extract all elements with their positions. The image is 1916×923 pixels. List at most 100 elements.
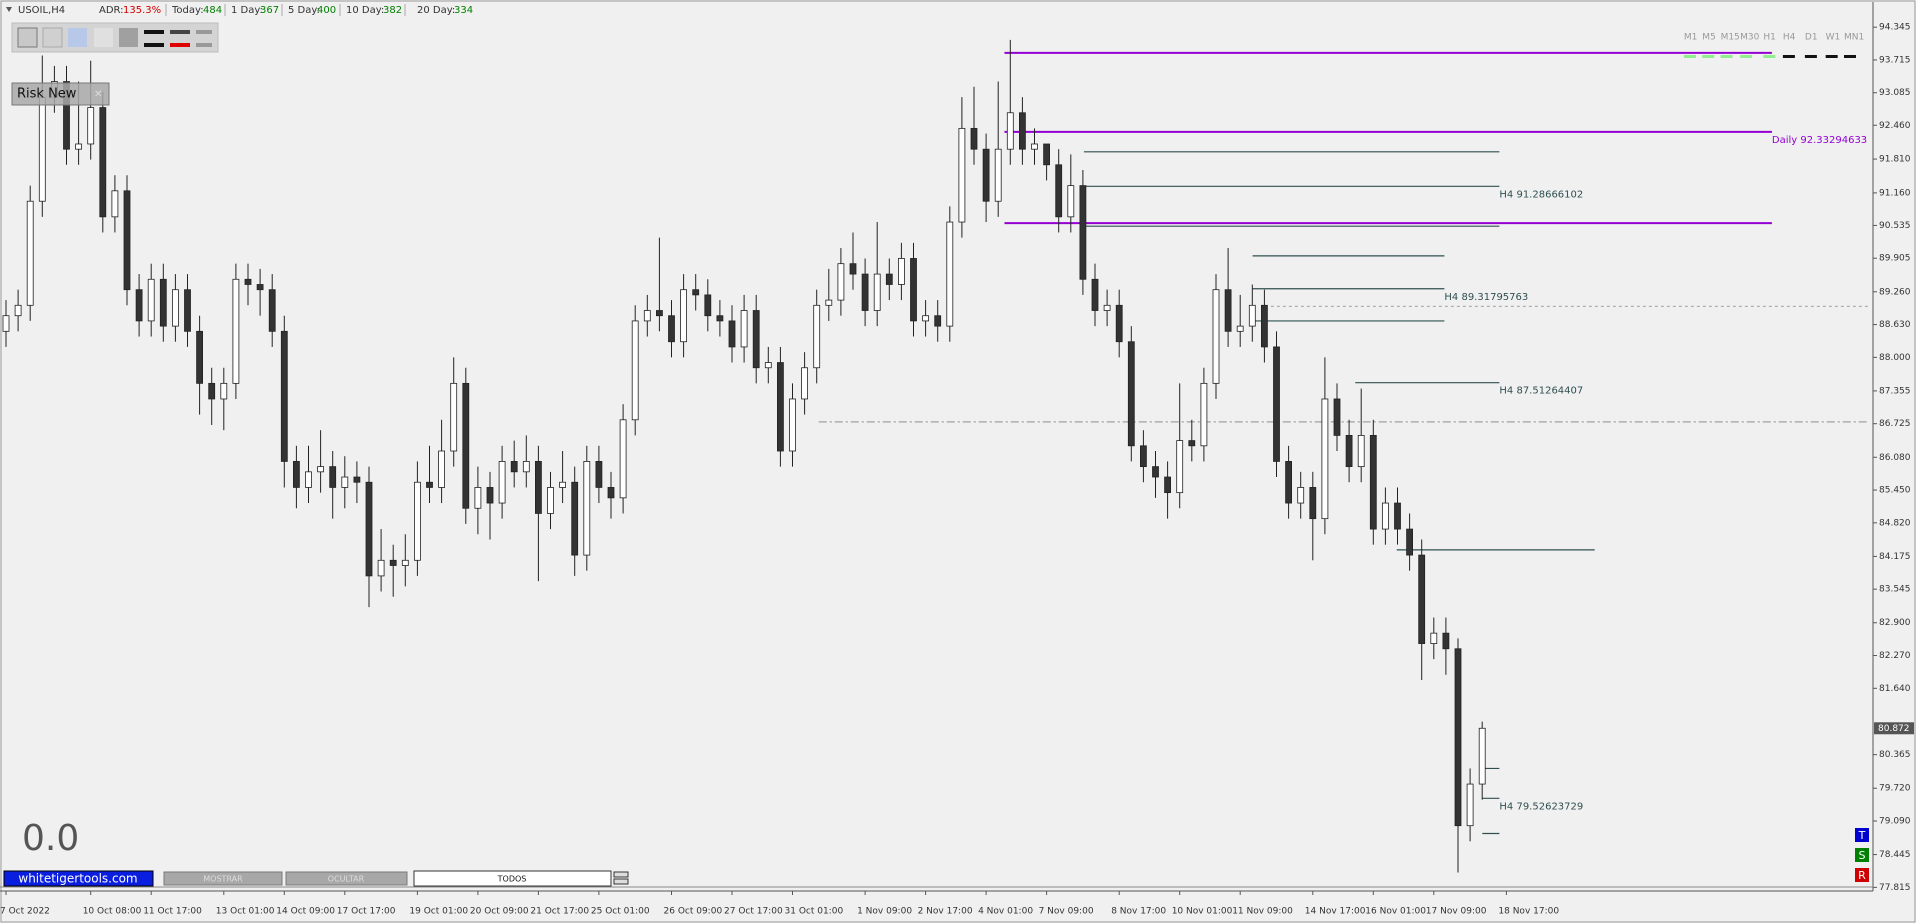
swatch[interactable]	[17, 27, 38, 48]
y-tick-label: 79.090	[1879, 817, 1911, 827]
day10-label: 10 Day:	[346, 5, 384, 16]
swatch[interactable]	[68, 28, 87, 47]
timeframe-indicator	[1763, 55, 1776, 58]
candle-body	[1357, 435, 1365, 468]
candle-body	[668, 315, 675, 343]
risk-panel[interactable]	[11, 82, 110, 106]
timeframe-button[interactable]: M15	[1721, 33, 1740, 43]
timeframe-indicator	[1740, 55, 1753, 58]
side-button[interactable]	[1855, 828, 1869, 842]
line-style[interactable]	[196, 30, 212, 34]
y-tick-label: 84.820	[1879, 518, 1911, 528]
candle-body	[1127, 341, 1135, 447]
y-tick-label: 89.905	[1879, 254, 1911, 264]
swatch[interactable]	[94, 28, 113, 47]
day1-value: 367	[260, 5, 279, 16]
candle-body	[1406, 528, 1413, 556]
candle-body	[728, 320, 736, 348]
button[interactable]	[285, 871, 408, 886]
candle-body	[401, 559, 409, 566]
candle-body	[547, 487, 554, 514]
y-tick-label: 82.900	[1879, 618, 1911, 628]
timeframe-button[interactable]: M30	[1740, 33, 1759, 43]
swatch[interactable]	[119, 28, 138, 47]
y-tick-label: 85.450	[1879, 486, 1911, 496]
day5-label: 5 Day:	[288, 5, 320, 16]
candle-body	[292, 461, 300, 488]
x-tick-label: 14 Nov 17:00	[1305, 907, 1366, 917]
line-style[interactable]	[196, 43, 212, 47]
candle-body	[305, 471, 312, 488]
timeframe-button[interactable]: MN1	[1844, 33, 1864, 43]
button-label: MOSTRAR	[203, 875, 243, 884]
candle-body	[196, 330, 204, 384]
risk-panel-close[interactable]: ✕	[94, 89, 102, 100]
timeframe-button[interactable]: M1	[1684, 33, 1698, 43]
line-style[interactable]	[144, 30, 164, 34]
side-button[interactable]	[1855, 848, 1869, 862]
symbol: USOIL,H4	[18, 5, 65, 16]
candle-body	[982, 148, 990, 202]
timeframe-indicator	[1702, 55, 1715, 58]
adr-label: ADR:	[99, 5, 124, 16]
candle-body	[559, 481, 566, 488]
button[interactable]	[3, 870, 154, 887]
scroll-button[interactable]	[613, 878, 629, 885]
counter: 0.0	[22, 818, 79, 859]
line-style[interactable]	[170, 43, 190, 47]
candle-body	[450, 382, 458, 452]
timeframe-button[interactable]: D1	[1805, 33, 1818, 43]
x-tick-label: 19 Oct 01:00	[409, 907, 468, 917]
candle-body	[958, 127, 966, 223]
candle-body	[280, 330, 288, 462]
candle-body	[1478, 727, 1486, 785]
timeframe-button[interactable]: H1	[1763, 33, 1776, 43]
line-style[interactable]	[144, 43, 164, 47]
line-style[interactable]	[170, 30, 190, 34]
candle-body	[837, 263, 845, 301]
side-button[interactable]	[1855, 868, 1869, 882]
x-tick-label: 17 Oct 17:00	[337, 907, 396, 917]
candle-body	[99, 107, 107, 218]
candle-body	[462, 382, 470, 509]
timeframe-button[interactable]: W1	[1826, 33, 1841, 43]
candle-body	[583, 461, 591, 556]
adr-value: 135.3%	[123, 5, 161, 16]
candle-body	[341, 476, 349, 488]
candle-body	[87, 107, 95, 145]
today-label: Today:	[171, 5, 204, 16]
button[interactable]	[413, 870, 612, 887]
candle-body	[365, 481, 373, 577]
candle-body	[220, 382, 228, 400]
candle-body	[1345, 435, 1353, 468]
x-tick-label: 11 Nov 09:00	[1232, 907, 1293, 917]
timeframe-button[interactable]: H4	[1783, 33, 1796, 43]
x-tick-label: 7 Oct 2022	[0, 907, 50, 917]
timeframe-indicator	[1683, 55, 1696, 58]
candle-body	[777, 362, 784, 452]
x-tick-label: 7 Nov 09:00	[1039, 907, 1094, 917]
x-tick-label: 31 Oct 01:00	[785, 907, 844, 917]
candle-body	[171, 289, 179, 327]
candle-body	[1430, 632, 1438, 644]
scroll-button[interactable]	[613, 871, 629, 878]
candle-body	[789, 398, 796, 452]
x-tick-label: 4 Nov 01:00	[978, 907, 1033, 917]
swatch[interactable]	[42, 27, 63, 48]
y-tick-label: 93.085	[1879, 88, 1911, 98]
candle-body	[244, 278, 252, 285]
candle-body	[1248, 304, 1256, 327]
level-label: H4 91.28666102	[1499, 189, 1583, 200]
button[interactable]	[163, 871, 283, 886]
candle-body	[438, 450, 446, 488]
x-tick-label: 10 Oct 08:00	[83, 907, 142, 917]
y-tick-label: 81.640	[1879, 684, 1911, 694]
candle-body	[111, 190, 119, 218]
candle-body	[1079, 185, 1087, 280]
candle-body	[631, 320, 639, 421]
timeframe-indicator	[1720, 55, 1733, 58]
timeframe-button[interactable]: M5	[1702, 33, 1716, 43]
risk-panel-title: Risk New	[17, 87, 77, 102]
